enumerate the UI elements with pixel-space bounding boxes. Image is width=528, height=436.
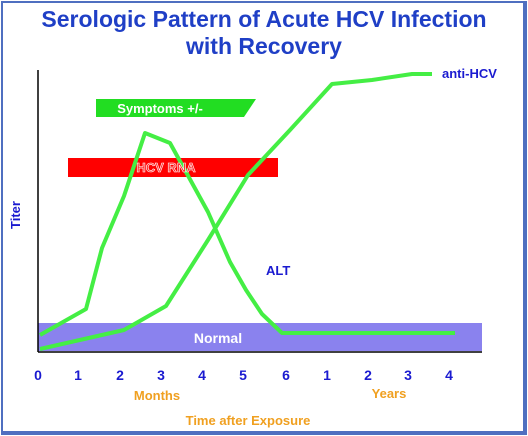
months-label: Months (134, 388, 180, 403)
anti-hcv-curve (39, 72, 432, 351)
x-tick-label: 4 (198, 367, 206, 383)
x-tick-label: 2 (116, 367, 124, 383)
x-tick-labels: 0 1 2 3 4 5 6 1 2 3 4 (34, 367, 453, 383)
x-tick-label: 3 (404, 367, 412, 383)
title-line-1: Serologic Pattern of Acute HCV Infection (41, 6, 486, 32)
x-tick-label: 3 (157, 367, 165, 383)
symptoms-label: Symptoms +/- (117, 101, 203, 116)
title-line-2: with Recovery (185, 33, 342, 59)
x-tick-label: 4 (445, 367, 453, 383)
alt-curve (39, 131, 455, 337)
anti-hcv-label: anti-HCV (442, 66, 497, 81)
x-tick-label: 1 (323, 367, 331, 383)
x-tick-label: 2 (364, 367, 372, 383)
years-label: Years (372, 386, 407, 401)
x-tick-label: 1 (74, 367, 82, 383)
x-tick-label: 5 (239, 367, 247, 383)
x-tick-label: 0 (34, 367, 42, 383)
normal-label: Normal (194, 330, 242, 346)
symptoms-bar (96, 99, 256, 117)
y-axis-label: Titer (8, 201, 23, 229)
alt-label: ALT (266, 263, 290, 278)
hcv-rna-label: HCV RNA (136, 160, 196, 175)
normal-band (38, 323, 482, 351)
x-axis-title: Time after Exposure (186, 413, 311, 428)
hcv-rna-bar (68, 158, 278, 177)
x-tick-label: 6 (282, 367, 290, 383)
